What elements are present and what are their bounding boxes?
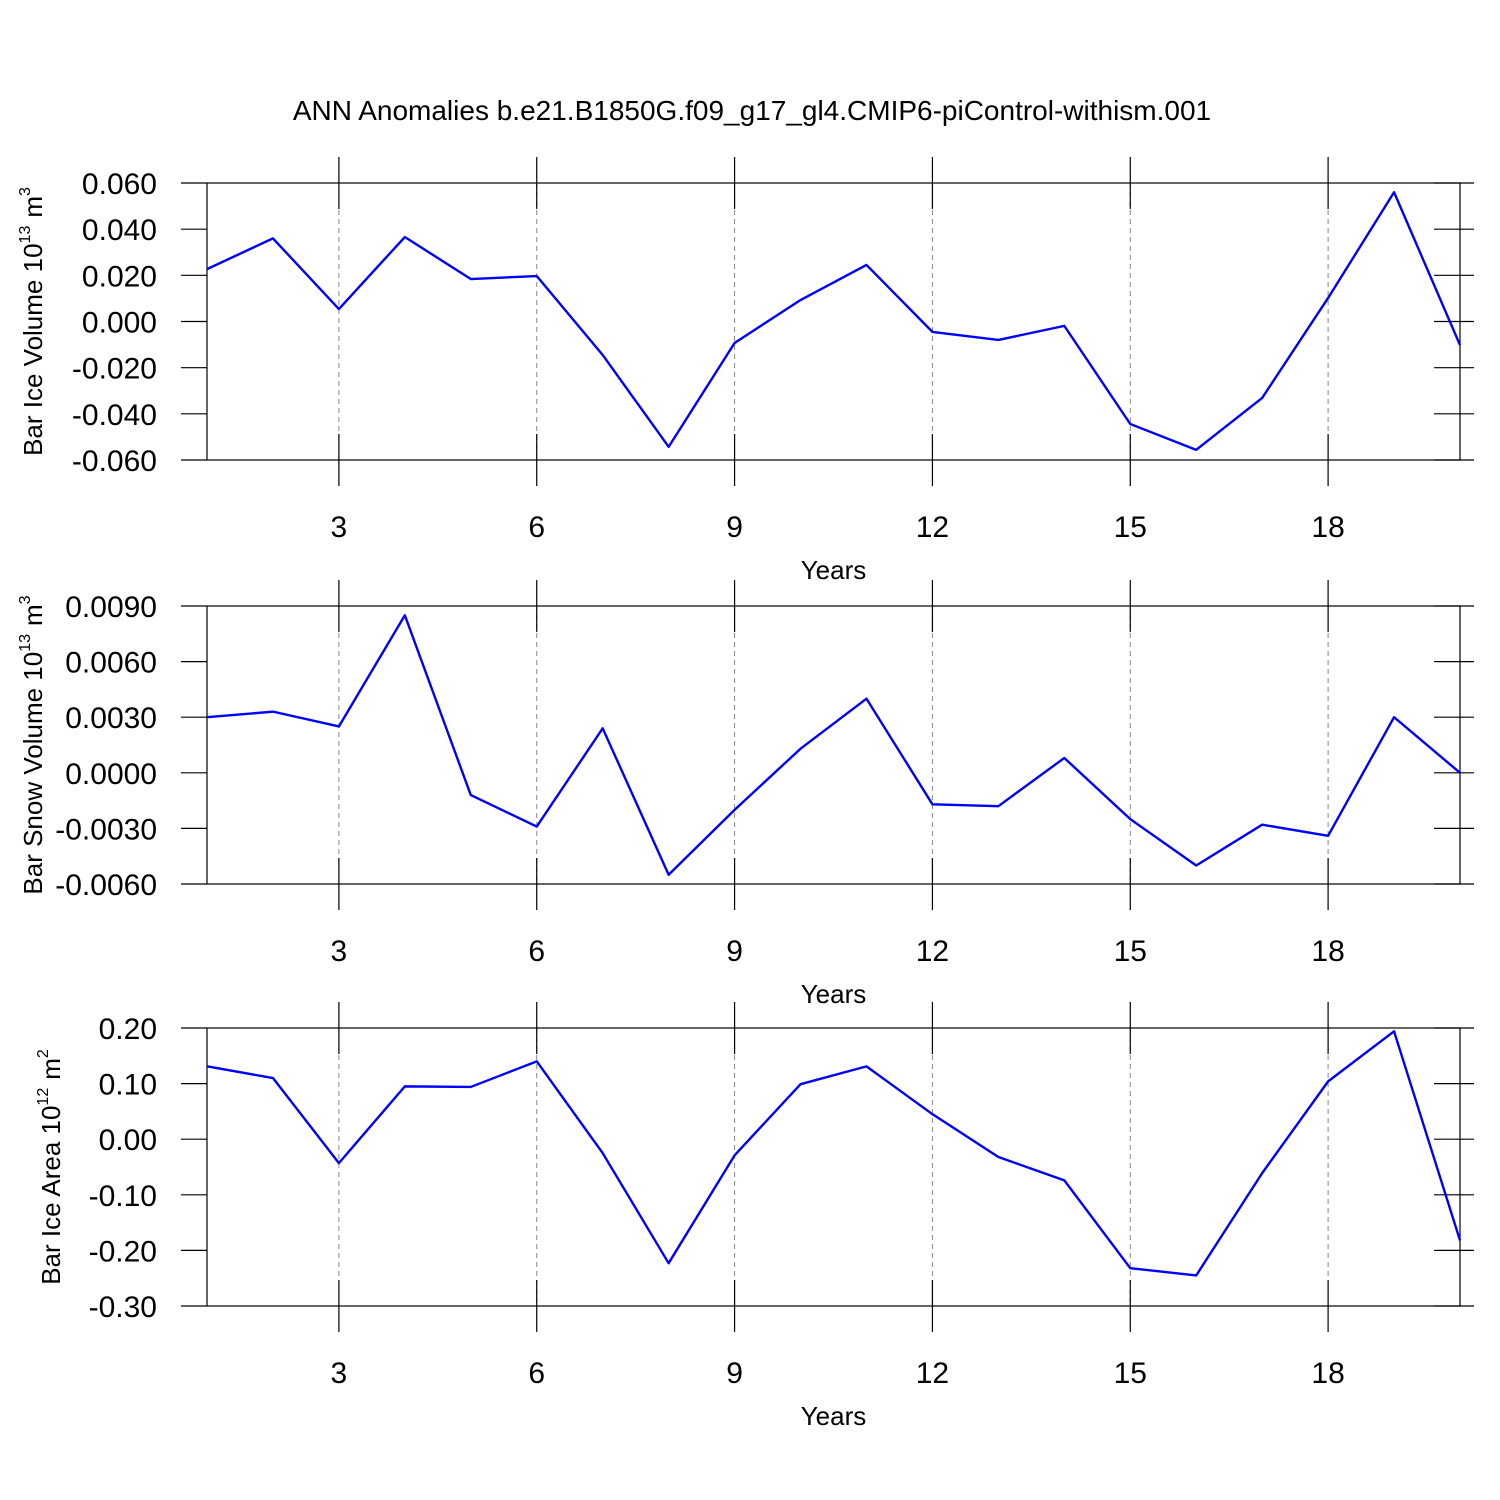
x-tick-label: 12 xyxy=(916,511,949,544)
y-axis-label-part: Bar Ice Area 10 xyxy=(36,1106,66,1285)
x-tick-label: 9 xyxy=(726,511,743,544)
x-tick-label: 6 xyxy=(528,1357,545,1390)
y-axis-label-part: m xyxy=(36,1058,66,1080)
data-line xyxy=(206,614,1461,876)
x-axis-label: Years xyxy=(801,555,867,585)
y-tick-label: 0.0060 xyxy=(65,647,157,680)
x-axis-label: Years xyxy=(801,1401,867,1431)
y-tick-label: 0.20 xyxy=(99,1013,157,1046)
y-tick-label: -0.040 xyxy=(72,399,157,432)
y-tick-label: 0.00 xyxy=(99,1124,157,1157)
x-tick-label: 6 xyxy=(528,511,545,544)
y-axis-label-part: Bar Snow Volume 10 xyxy=(18,652,48,895)
y-tick-label: -0.020 xyxy=(72,353,157,386)
y-tick-label: -0.20 xyxy=(89,1235,157,1268)
x-tick-label: 15 xyxy=(1114,511,1147,544)
chart-title: ANN Anomalies b.e21.B1850G.f09_g17_gl4.C… xyxy=(293,95,1211,126)
y-tick-label: -0.060 xyxy=(72,445,157,478)
y-tick-label: 0.0000 xyxy=(65,758,157,791)
x-tick-label: 15 xyxy=(1114,1357,1147,1390)
x-tick-label: 9 xyxy=(726,935,743,968)
y-axis-label-exponent: 13 xyxy=(17,634,34,652)
y-tick-label: -0.10 xyxy=(89,1180,157,1213)
y-axis-label-exponent: 3 xyxy=(17,187,34,196)
x-tick-label: 12 xyxy=(916,1357,949,1390)
plot-frame xyxy=(206,605,1461,885)
y-axis-label-part: Bar Ice Volume 10 xyxy=(18,243,48,455)
x-tick-label: 18 xyxy=(1311,511,1344,544)
y-axis-label-exponent: 12 xyxy=(35,1088,52,1106)
y-tick-label: 0.000 xyxy=(82,307,157,340)
y-tick-label: 0.0030 xyxy=(65,702,157,735)
y-tick-label: -0.30 xyxy=(89,1291,157,1324)
y-axis-label-part: m xyxy=(18,604,48,626)
x-tick-label: 9 xyxy=(726,1357,743,1390)
y-axis-label: Bar Ice Area 1012 m2 xyxy=(35,1049,66,1285)
y-tick-label: 0.060 xyxy=(82,168,157,201)
x-tick-label: 6 xyxy=(528,935,545,968)
x-tick-label: 12 xyxy=(916,935,949,968)
x-tick-label: 15 xyxy=(1114,935,1147,968)
y-axis-label-exponent: 2 xyxy=(35,1049,52,1058)
y-axis-label-part: m xyxy=(18,196,48,218)
y-axis-label: Bar Ice Volume 1013 m3 xyxy=(17,187,48,456)
y-tick-label: 0.0090 xyxy=(65,591,157,624)
y-tick-label: 0.040 xyxy=(82,214,157,247)
y-axis-label-exponent: 3 xyxy=(17,595,34,604)
plot-frame xyxy=(206,182,1461,461)
data-line xyxy=(206,191,1462,452)
y-axis-label: Bar Snow Volume 1013 m3 xyxy=(17,595,48,894)
y-tick-label: -0.0030 xyxy=(55,813,157,846)
x-tick-label: 18 xyxy=(1311,1357,1344,1390)
y-axis-label-exponent: 13 xyxy=(17,226,34,244)
x-tick-label: 3 xyxy=(331,511,348,544)
y-tick-label: -0.0060 xyxy=(55,869,157,902)
x-tick-label: 18 xyxy=(1311,935,1344,968)
x-tick-label: 3 xyxy=(331,935,348,968)
x-axis-label: Years xyxy=(801,979,867,1009)
data-line xyxy=(206,1030,1462,1277)
plot-frame xyxy=(206,1027,1461,1307)
y-tick-label: 0.10 xyxy=(99,1069,157,1102)
x-tick-label: 3 xyxy=(331,1357,348,1390)
y-tick-label: 0.020 xyxy=(82,260,157,293)
